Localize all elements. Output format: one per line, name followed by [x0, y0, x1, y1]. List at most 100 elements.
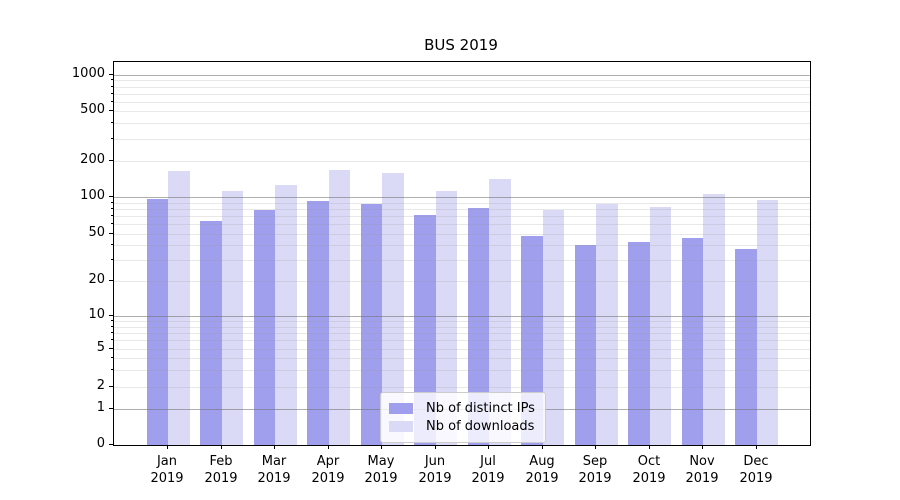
y-tick-mark-minor [111, 215, 113, 216]
bar-nb-of-downloads-apr-2019 [328, 170, 350, 445]
bar-nb-of-downloads-feb-2019 [221, 190, 243, 445]
y-tick-mark-minor [111, 160, 113, 161]
gridline-minor [114, 333, 810, 334]
bar-nb-of-distinct-ips-sep-2019 [574, 245, 596, 445]
bar-nb-of-downloads-dec-2019 [756, 200, 778, 445]
y-tick-mark-minor [111, 357, 113, 358]
y-tick-mark-100 [109, 196, 113, 197]
y-tick-mark-minor [111, 244, 113, 245]
bar-nb-of-distinct-ips-may-2019 [360, 204, 382, 445]
y-tick-mark-minor [111, 259, 113, 260]
y-tick-mark-minor [111, 93, 113, 94]
bar-nb-of-downloads-oct-2019 [649, 206, 671, 445]
gridline-minor [114, 161, 810, 162]
x-tick-mark-oct [649, 445, 650, 449]
y-tick-label-2: 2 [96, 378, 105, 393]
y-tick-label-10: 10 [88, 307, 105, 322]
legend-item-distinct-ips: Nb of distinct IPs [389, 400, 535, 417]
legend: Nb of distinct IPs Nb of downloads [380, 392, 546, 443]
gridline-minor [114, 209, 810, 210]
y-tick-mark-minor [111, 138, 113, 139]
y-tick-mark-1000 [109, 74, 113, 75]
gridline-major-1000 [114, 75, 810, 76]
y-tick-mark-minor [111, 79, 113, 80]
gridline-major-100 [114, 197, 810, 198]
x-tick-label-feb: Feb 2019 [204, 454, 238, 486]
y-tick-label-20: 20 [88, 272, 105, 287]
y-tick-label-100: 100 [80, 188, 105, 203]
y-tick-mark-0 [109, 444, 113, 445]
x-tick-label-aug: Aug 2019 [525, 454, 559, 486]
x-tick-mark-dec [756, 445, 757, 449]
y-tick-mark-minor [111, 208, 113, 209]
x-tick-label-jul: Jul 2019 [471, 454, 505, 486]
legend-swatch-distinct-ips-icon [389, 403, 413, 414]
gridline-minor [114, 234, 810, 235]
bar-nb-of-downloads-nov-2019 [703, 194, 725, 445]
bar-nb-of-distinct-ips-jul-2019 [467, 208, 489, 445]
gridline-minor [114, 321, 810, 322]
legend-item-downloads: Nb of downloads [389, 418, 535, 435]
gridline-minor [114, 340, 810, 341]
bar-nb-of-downloads-sep-2019 [596, 204, 618, 445]
y-tick-mark-minor [111, 348, 113, 349]
y-tick-mark-minor [111, 339, 113, 340]
gridline-minor [114, 139, 810, 140]
y-tick-label-200: 200 [80, 152, 105, 167]
y-tick-mark-minor [111, 386, 113, 387]
gridline-minor [114, 224, 810, 225]
gridline-minor [114, 123, 810, 124]
bar-nb-of-downloads-may-2019 [382, 173, 404, 445]
bar-nb-of-downloads-jul-2019 [489, 179, 511, 445]
x-tick-mark-sep [595, 445, 596, 449]
bar-nb-of-downloads-jun-2019 [435, 190, 457, 445]
x-tick-mark-jun [435, 445, 436, 449]
gridline-minor [114, 260, 810, 261]
bar-nb-of-distinct-ips-jan-2019 [146, 199, 168, 445]
y-tick-mark-minor [111, 369, 113, 370]
y-tick-label-1: 1 [96, 400, 105, 415]
x-tick-label-dec: Dec 2019 [739, 454, 773, 486]
gridline-minor [114, 94, 810, 95]
grid-layer [114, 62, 810, 445]
y-tick-mark-minor [111, 122, 113, 123]
x-tick-mark-may [381, 445, 382, 449]
gridline-minor [114, 203, 810, 204]
y-tick-mark-minor [111, 332, 113, 333]
x-tick-label-nov: Nov 2019 [685, 454, 719, 486]
gridline-minor [114, 87, 810, 88]
y-tick-label-1000: 1000 [71, 66, 105, 81]
gridline-minor [114, 281, 810, 282]
x-tick-label-mar: Mar 2019 [257, 454, 291, 486]
y-tick-label-500: 500 [80, 102, 105, 117]
x-tick-mark-jul [488, 445, 489, 449]
y-tick-mark-minor [111, 202, 113, 203]
x-tick-label-oct: Oct 2019 [632, 454, 666, 486]
bar-nb-of-downloads-aug-2019 [542, 209, 564, 445]
gridline-minor [114, 387, 810, 388]
x-tick-label-may: May 2019 [364, 454, 398, 486]
bar-nb-of-distinct-ips-jun-2019 [414, 215, 436, 445]
plot-area: Nb of distinct IPs Nb of downloads [113, 61, 811, 446]
legend-swatch-downloads-icon [389, 421, 413, 432]
y-tick-label-50: 50 [88, 225, 105, 240]
legend-label-downloads: Nb of downloads [426, 419, 535, 434]
x-tick-mark-mar [274, 445, 275, 449]
y-tick-mark-minor [111, 101, 113, 102]
bar-nb-of-downloads-jan-2019 [168, 171, 190, 445]
gridline-minor [114, 245, 810, 246]
y-tick-mark-minor [111, 86, 113, 87]
gridline-minor [114, 358, 810, 359]
bar-nb-of-distinct-ips-dec-2019 [735, 249, 757, 445]
x-tick-label-apr: Apr 2019 [311, 454, 345, 486]
y-tick-mark-10 [109, 315, 113, 316]
gridline-major-10 [114, 316, 810, 317]
gridline-minor [114, 80, 810, 81]
x-tick-label-jun: Jun 2019 [418, 454, 452, 486]
gridline-minor [114, 370, 810, 371]
y-tick-mark-minor [111, 326, 113, 327]
gridline-minor [114, 349, 810, 350]
bar-nb-of-distinct-ips-oct-2019 [628, 241, 650, 445]
y-tick-label-0: 0 [96, 436, 105, 451]
